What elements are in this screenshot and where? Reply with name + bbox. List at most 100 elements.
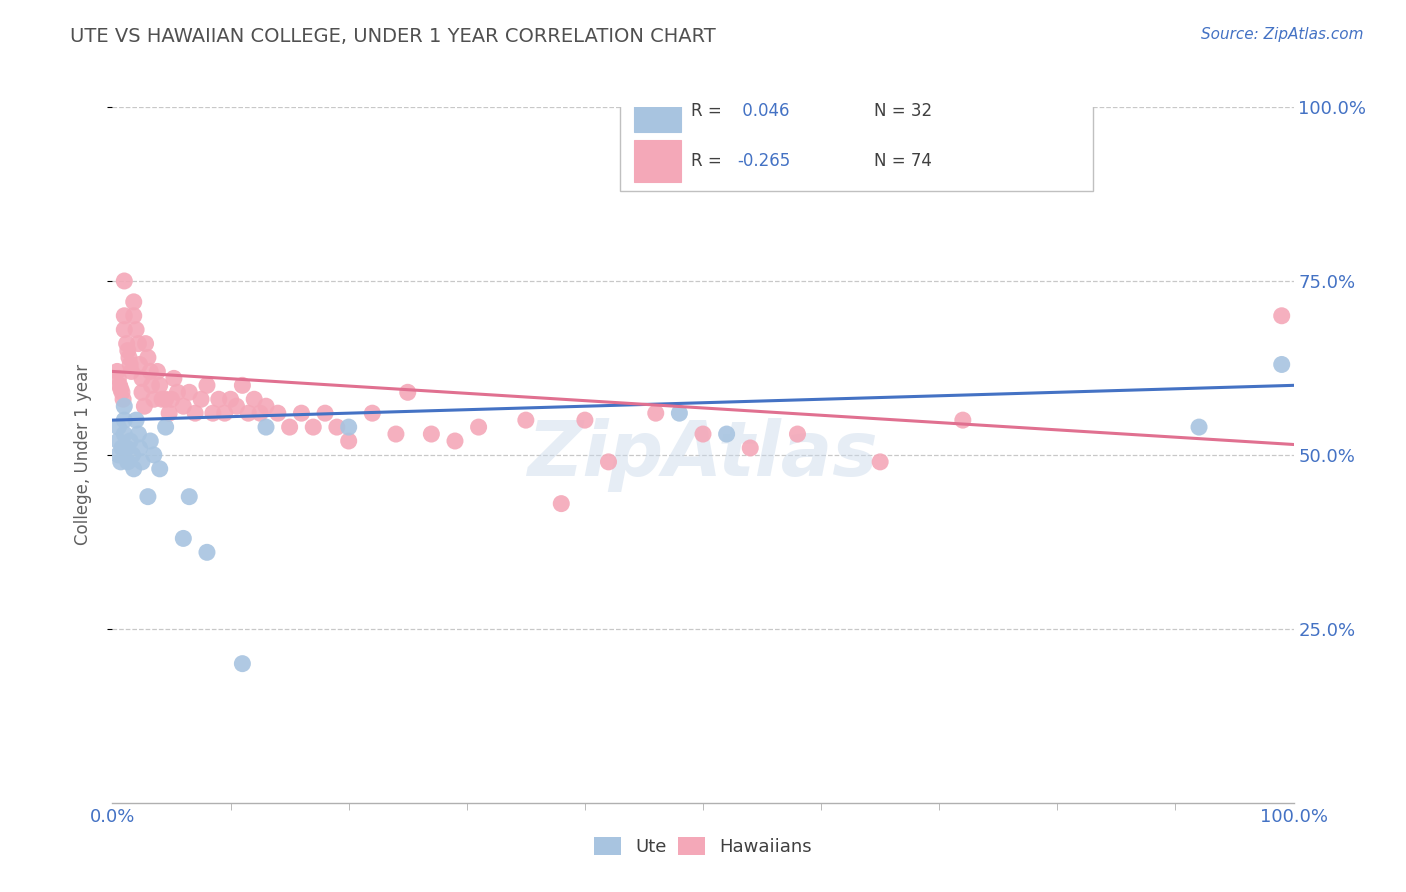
Point <box>254 399 277 413</box>
Text: N = 32: N = 32 <box>875 102 932 120</box>
Point <box>131 455 153 469</box>
Point <box>1271 309 1294 323</box>
Text: UTE VS HAWAIIAN COLLEGE, UNDER 1 YEAR CORRELATION CHART: UTE VS HAWAIIAN COLLEGE, UNDER 1 YEAR CO… <box>70 27 716 45</box>
Point <box>160 392 183 407</box>
Point <box>243 392 266 407</box>
Point <box>150 392 173 407</box>
Point <box>131 385 153 400</box>
Point <box>163 371 186 385</box>
Point <box>361 406 384 420</box>
Point <box>290 406 312 420</box>
Point <box>278 420 301 434</box>
Point <box>146 364 169 378</box>
Point <box>574 413 596 427</box>
Point <box>208 392 231 407</box>
Text: 0.046: 0.046 <box>737 102 790 120</box>
Text: R =: R = <box>692 152 727 170</box>
Point <box>125 323 148 337</box>
Point <box>139 364 162 378</box>
Text: -0.265: -0.265 <box>737 152 790 170</box>
Point <box>1188 420 1211 434</box>
Point <box>107 448 129 462</box>
Point <box>149 378 172 392</box>
Point <box>231 378 253 392</box>
FancyBboxPatch shape <box>634 90 681 132</box>
Point <box>134 399 156 413</box>
Point <box>142 448 165 462</box>
Point <box>122 309 145 323</box>
Point <box>127 336 149 351</box>
Point <box>238 406 260 420</box>
Point <box>122 462 145 476</box>
Point <box>869 455 891 469</box>
Point <box>166 385 188 400</box>
Point <box>515 413 537 427</box>
Point <box>135 336 157 351</box>
Point <box>644 406 666 420</box>
Point <box>110 455 132 469</box>
Point <box>107 371 129 385</box>
Point <box>112 309 135 323</box>
Point <box>107 434 129 448</box>
Point <box>550 497 572 511</box>
Point <box>385 427 408 442</box>
Point <box>598 455 620 469</box>
Point <box>108 378 131 392</box>
Legend: Ute, Hawaiians: Ute, Hawaiians <box>586 830 820 863</box>
Point <box>201 406 224 420</box>
Point <box>112 323 135 337</box>
Point <box>120 434 142 448</box>
Point <box>112 413 135 427</box>
Point <box>117 343 139 358</box>
Point <box>254 420 277 434</box>
Point <box>267 406 290 420</box>
Point <box>716 427 738 442</box>
Text: Source: ZipAtlas.com: Source: ZipAtlas.com <box>1201 27 1364 42</box>
Point <box>115 336 138 351</box>
Point <box>302 420 325 434</box>
Point <box>179 490 201 504</box>
Point <box>214 406 236 420</box>
Point <box>155 420 177 434</box>
Point <box>184 406 207 420</box>
Point <box>128 358 150 372</box>
Point <box>249 406 271 420</box>
Point <box>195 378 218 392</box>
FancyBboxPatch shape <box>634 140 681 182</box>
Point <box>337 434 360 448</box>
Point <box>155 392 177 407</box>
Point <box>107 420 129 434</box>
Point <box>120 358 142 372</box>
Point <box>337 420 360 434</box>
Point <box>219 392 242 407</box>
Point <box>117 455 139 469</box>
Point <box>120 364 142 378</box>
Point <box>136 351 159 365</box>
Point <box>139 434 162 448</box>
Point <box>149 462 172 476</box>
Point <box>128 441 150 455</box>
Text: N = 74: N = 74 <box>875 152 932 170</box>
Point <box>121 448 143 462</box>
Point <box>1271 358 1294 372</box>
Point <box>190 392 212 407</box>
Point <box>112 399 135 413</box>
Point <box>396 385 419 400</box>
Point <box>105 364 128 378</box>
Point <box>112 274 135 288</box>
Point <box>118 351 141 365</box>
Point <box>225 399 247 413</box>
Point <box>740 441 762 455</box>
Point <box>115 441 138 455</box>
Point <box>125 413 148 427</box>
Text: R =: R = <box>692 102 727 120</box>
Point <box>444 434 467 448</box>
Point <box>136 490 159 504</box>
Point <box>420 427 443 442</box>
Point <box>231 657 253 671</box>
Point <box>172 532 194 546</box>
Point <box>127 427 149 442</box>
Point <box>668 406 690 420</box>
Point <box>179 385 201 400</box>
Point <box>111 385 134 400</box>
